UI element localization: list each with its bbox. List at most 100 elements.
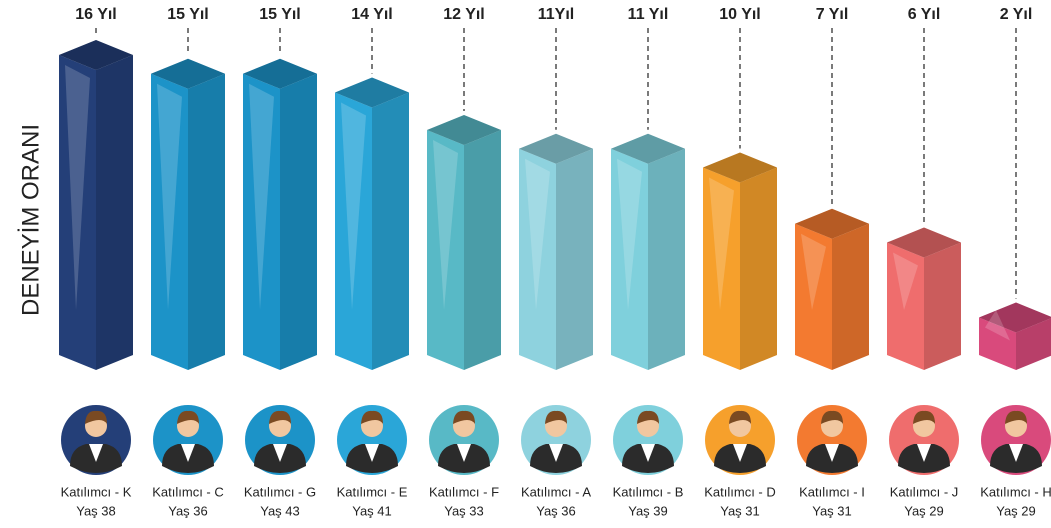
bar-top: [151, 58, 225, 89]
value-label: 2 Yıl: [1000, 6, 1033, 23]
age-label: Yaş 31: [720, 503, 760, 518]
avatar-shirt: [549, 444, 563, 462]
bar-left-face: [887, 242, 924, 370]
bar-top-shade: [335, 77, 409, 108]
bar-right-face: [556, 148, 593, 370]
bar-right-shade: [1016, 318, 1051, 370]
category-label: Katılımcı - A: [521, 484, 591, 499]
value-label: 6 Yıl: [908, 6, 941, 23]
bar-left-face: [979, 317, 1016, 370]
age-label: Yaş 33: [444, 503, 484, 518]
age-label: Yaş 38: [76, 503, 116, 518]
avatar: [705, 405, 775, 475]
category-label: Katılımcı - K: [61, 484, 132, 499]
bar-right-shade: [556, 148, 593, 370]
bar-left-face: [795, 223, 832, 370]
bar-gloss: [617, 158, 642, 310]
bar-right-face: [648, 148, 685, 370]
bar-top-shade: [795, 208, 869, 239]
bar-gloss: [157, 83, 182, 310]
bar-right-shade: [832, 223, 869, 370]
value-label: 16 Yıl: [75, 6, 117, 23]
value-label: 12 Yıl: [443, 6, 485, 23]
avatar-shirt: [917, 444, 931, 462]
bar-gloss: [985, 310, 1010, 341]
avatar-hair: [361, 410, 383, 424]
bar-top: [703, 152, 777, 183]
age-label: Yaş 31: [812, 503, 852, 518]
bar-left-face: [335, 92, 372, 370]
bar-right-face: [832, 223, 869, 370]
bar-right-shade: [372, 92, 409, 370]
category-label: Katılımcı - G: [244, 484, 316, 499]
age-label: Yaş 41: [352, 503, 392, 518]
bar-right-face: [372, 92, 409, 370]
avatar-shirt: [641, 444, 655, 462]
bar-right-shade: [96, 55, 133, 370]
bar-top: [427, 115, 501, 145]
avatar-shirt: [365, 444, 379, 462]
bar-top-shade: [887, 227, 961, 258]
bar-left-face: [611, 148, 648, 370]
value-label: 14 Yıl: [351, 6, 393, 23]
bar-right-shade: [924, 242, 961, 370]
avatar: [61, 405, 131, 475]
bar-top: [887, 227, 961, 258]
bar-left-face: [519, 148, 556, 370]
bar-right-shade: [280, 73, 317, 370]
avatar-shirt: [89, 444, 103, 462]
avatar-hair: [821, 410, 843, 424]
bar-right-shade: [740, 167, 777, 370]
avatar-hair: [453, 410, 475, 424]
value-label: 11 Yıl: [628, 6, 669, 23]
bar-right-face: [464, 130, 501, 370]
bar-right-face: [740, 167, 777, 370]
avatar-shirt: [273, 444, 287, 462]
bar-right-face: [1016, 318, 1051, 370]
category-label: Katılımcı - C: [152, 484, 224, 499]
bar-top-shade: [611, 133, 685, 164]
bar-left-face: [59, 55, 96, 370]
bar-gloss: [801, 233, 826, 310]
avatar-hair: [85, 410, 107, 424]
bar-top-shade: [59, 40, 133, 70]
value-label: 15 Yıl: [259, 6, 301, 23]
bar-top: [335, 77, 409, 108]
avatar-hair: [177, 410, 199, 424]
category-label: Katılımcı - I: [799, 484, 865, 499]
avatar: [337, 405, 407, 475]
avatar: [429, 405, 499, 475]
bar-top: [795, 208, 869, 239]
avatar-hair: [729, 410, 751, 424]
value-label: 15 Yıl: [167, 6, 209, 23]
value-label: 11Yıl: [538, 6, 574, 23]
bar-top: [243, 58, 317, 89]
category-label: Katılımcı - F: [429, 484, 499, 499]
bar-right-shade: [464, 130, 501, 370]
bar-gloss: [709, 177, 734, 310]
bar-left-face: [703, 167, 740, 370]
avatar: [889, 405, 959, 475]
category-label: Katılımcı - D: [704, 484, 776, 499]
avatar: [981, 405, 1051, 475]
y-axis-label: DENEYİM ORANI: [17, 124, 44, 316]
bar-right-face: [280, 73, 317, 370]
avatar: [797, 405, 867, 475]
bar-right-face: [96, 55, 133, 370]
avatar-shirt: [181, 444, 195, 462]
bar-gloss: [65, 65, 90, 310]
bar-top-shade: [427, 115, 501, 145]
value-label: 7 Yıl: [816, 6, 849, 23]
bar-gloss: [893, 252, 918, 310]
bar-gloss: [525, 158, 550, 310]
avatar-hair: [913, 410, 935, 424]
age-label: Yaş 36: [536, 503, 576, 518]
bar-top-shade: [979, 302, 1051, 333]
bar-top: [59, 40, 133, 70]
bar-top-shade: [703, 152, 777, 183]
avatar-shirt: [825, 444, 839, 462]
age-label: Yaş 29: [904, 503, 944, 518]
bar-top: [519, 133, 593, 164]
value-label: 10 Yıl: [719, 6, 761, 23]
avatar: [245, 405, 315, 475]
